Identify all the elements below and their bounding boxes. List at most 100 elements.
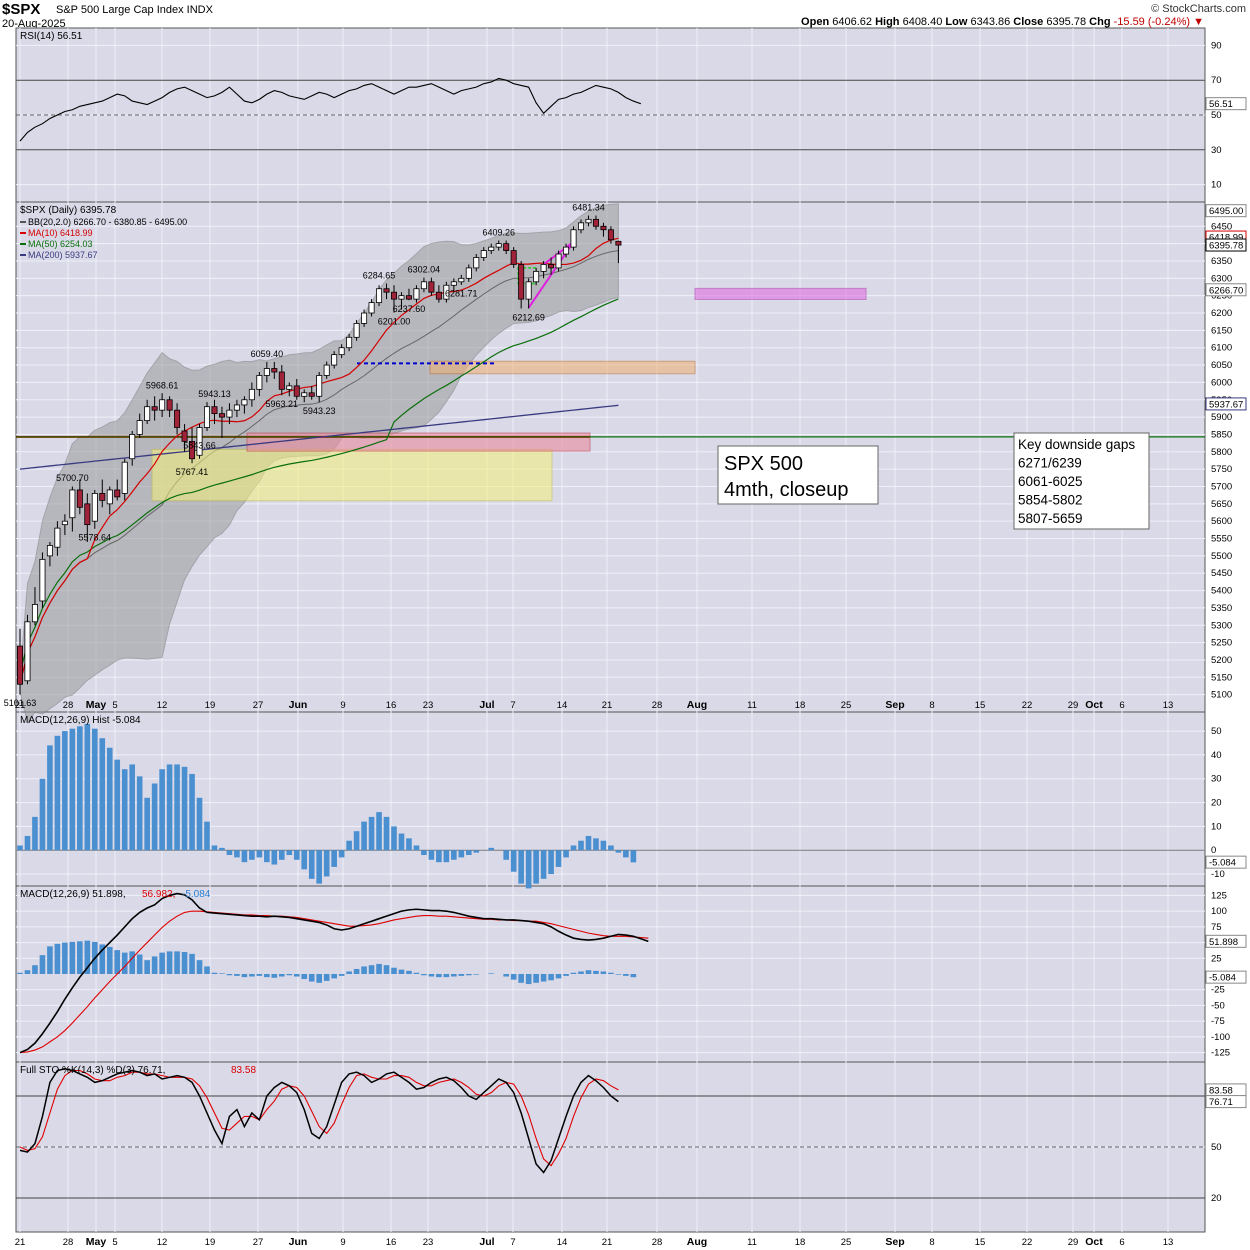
macd-hist-bar	[630, 974, 637, 978]
price-tag-box	[1205, 1095, 1247, 1109]
y-tick-label: 5800	[1211, 447, 1232, 458]
hist-bar	[406, 838, 412, 851]
hist-bar	[548, 850, 554, 875]
y-tick-label: 100	[1211, 906, 1227, 917]
x-tick-label: 27	[253, 700, 264, 711]
candle-up	[413, 288, 420, 300]
candle-up	[196, 427, 203, 456]
candle-down	[211, 406, 218, 415]
legend-label: MA(10) 6418.99	[28, 228, 93, 238]
hist-bar	[570, 845, 577, 851]
low-value: 6343.86	[970, 16, 1011, 28]
hist-bar	[17, 845, 23, 851]
gap-zone-orange	[429, 360, 696, 375]
macd-hist-bar	[114, 950, 121, 974]
close-label: Close	[1013, 16, 1044, 28]
hist-bar	[204, 821, 210, 851]
hist-bar	[436, 850, 442, 863]
candle-up	[458, 277, 465, 283]
macd-hist-bar	[279, 974, 285, 977]
candle-up	[563, 246, 570, 255]
hist-bar	[241, 850, 248, 863]
candle-up	[129, 434, 136, 460]
macd-hist-bar	[443, 974, 450, 978]
y-tick-label: 5100	[1211, 690, 1232, 701]
x-tick-label: 6	[1119, 700, 1124, 711]
bollinger-band	[19, 203, 619, 724]
macd-hist-bar	[249, 974, 255, 977]
hist-bar	[451, 850, 457, 860]
candle-up	[473, 257, 480, 269]
price-tag-box	[1205, 204, 1247, 218]
macd-hist-bar	[24, 970, 31, 974]
x-tick-label: 21	[602, 700, 613, 711]
candle-up	[61, 520, 68, 526]
macd-hist-bar	[585, 970, 592, 974]
macd-hist-bar	[181, 952, 188, 974]
price-tag-box	[1205, 855, 1247, 869]
macd-hist-bar	[451, 974, 457, 977]
chg-value: -15.59 (-0.24%)	[1113, 16, 1191, 28]
candle-up	[495, 243, 502, 248]
macd-hist-bar	[226, 974, 233, 976]
candle-up	[465, 267, 472, 279]
hist-bar	[151, 783, 158, 851]
price-tag-label: 6266.70	[1209, 285, 1243, 296]
hist-bar	[249, 850, 255, 860]
brand-logo[interactable]: © StockCharts.com	[1151, 3, 1246, 15]
macd-hist-bar	[398, 969, 405, 974]
x-tick-label: 18	[795, 700, 806, 711]
macd-line	[19, 892, 649, 1054]
x-tick-label: 9	[340, 1237, 345, 1248]
hist-bar	[62, 731, 68, 851]
price-title: $SPX (Daily) 6395.78	[20, 205, 117, 216]
y-tick-label: 6100	[1211, 343, 1232, 354]
price-tag-label: 51.898	[1209, 937, 1238, 948]
x-tick-label: 19	[205, 1237, 216, 1248]
x-tick-label: 21	[602, 1237, 613, 1248]
gap-zone-magenta	[694, 287, 867, 300]
candle-down	[390, 291, 397, 300]
candle-up	[570, 229, 577, 248]
macd-hist-bar	[600, 971, 607, 974]
candle-down	[114, 489, 121, 498]
y-tick-label: 5850	[1211, 429, 1232, 440]
y-tick-label: 20	[1211, 798, 1222, 809]
hist-bar	[114, 759, 121, 851]
y-tick-label: 6200	[1211, 308, 1232, 319]
sto-d-line	[19, 1069, 619, 1167]
hist-bar	[234, 850, 240, 858]
price-tag-box	[1205, 970, 1247, 984]
macd-hist-bar	[323, 974, 330, 981]
x-tick-label: 25	[841, 700, 852, 711]
hist-bar	[421, 850, 427, 856]
candle-down	[518, 264, 525, 300]
macd-hist-bar	[623, 974, 629, 976]
hist-bar	[376, 812, 382, 851]
macd-hist-bar	[391, 967, 397, 974]
hist-bar	[623, 850, 629, 858]
candle-down	[218, 413, 225, 418]
x-tick-label: 8	[929, 1237, 934, 1248]
macd-hist-bar	[293, 974, 300, 977]
macd-hist-bar	[346, 971, 352, 974]
candle-down	[99, 493, 106, 501]
macd-hist-bar	[77, 941, 83, 974]
macd-hist-bar	[47, 946, 53, 974]
candle-up	[121, 461, 128, 494]
price-annotation: 6409.26	[482, 227, 515, 237]
hist-bar	[54, 735, 61, 851]
candle-up	[301, 392, 308, 397]
note-gaps-line: 6271/6239	[1018, 456, 1082, 471]
rsi-line	[19, 77, 642, 142]
x-tick-label: 29	[1068, 1237, 1079, 1248]
note-gaps-line: 6061-6025	[1018, 474, 1083, 489]
x-tick-label: May	[86, 699, 107, 711]
open-value: 6406.62	[832, 16, 872, 28]
hist-bar	[47, 745, 53, 851]
macd-hist-bar	[159, 952, 165, 974]
macd-hist-bar	[69, 941, 76, 974]
price-annotation: 6302.04	[408, 265, 441, 275]
candle-down	[181, 430, 188, 442]
